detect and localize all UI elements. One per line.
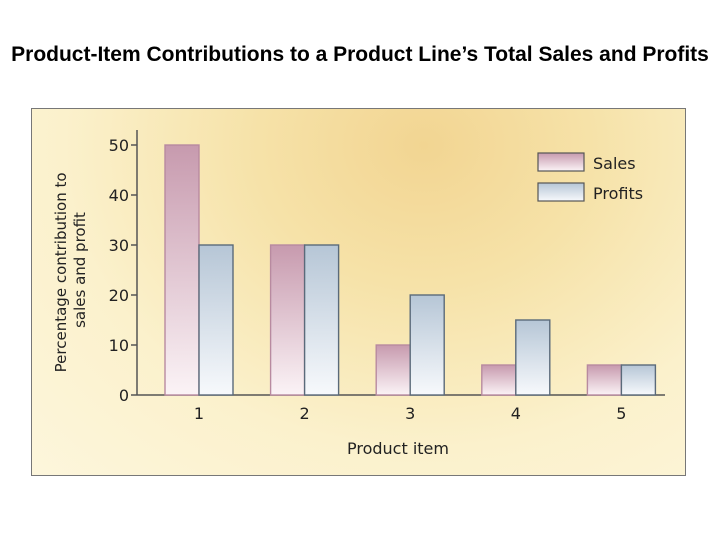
bar-sales-5 bbox=[586, 364, 623, 396]
legend: Sales Profits bbox=[537, 152, 643, 203]
bar-sales-3 bbox=[375, 344, 411, 396]
y-tick-label: 40 bbox=[109, 186, 129, 205]
y-tick-label: 50 bbox=[109, 136, 129, 155]
slide-title: Product-Item Contributions to a Product … bbox=[11, 43, 709, 66]
x-tick-label: 5 bbox=[616, 404, 626, 423]
bar-sales-4 bbox=[481, 364, 517, 396]
bar-profits-5 bbox=[620, 364, 657, 396]
bar-profits-4 bbox=[515, 319, 551, 396]
bar-sales-2 bbox=[269, 244, 306, 396]
y-axis-title-line-2: sales and profit bbox=[71, 212, 89, 328]
legend-swatch-profits bbox=[537, 182, 585, 202]
y-axis-ticks: 0 10 20 30 40 50 bbox=[109, 136, 137, 405]
x-tick-label: 4 bbox=[511, 404, 521, 423]
y-axis-title-line-1: Percentage contribution to bbox=[52, 172, 70, 372]
x-axis-title: Product item bbox=[347, 439, 449, 458]
legend-label-sales: Sales bbox=[593, 154, 636, 173]
bar-sales-1 bbox=[164, 144, 200, 396]
x-tick-label: 2 bbox=[300, 404, 310, 423]
bar-profits-3 bbox=[409, 294, 445, 396]
bars-group bbox=[164, 144, 657, 396]
y-tick-label: 30 bbox=[109, 236, 129, 255]
y-axis-title: Percentage contribution to sales and pro… bbox=[52, 168, 89, 373]
x-tick-label: 3 bbox=[405, 404, 415, 423]
y-tick-label: 20 bbox=[109, 286, 129, 305]
bar-profits-1 bbox=[198, 244, 234, 396]
bar-profits-2 bbox=[303, 244, 340, 396]
legend-swatch-sales bbox=[537, 152, 585, 172]
y-tick-label: 0 bbox=[119, 386, 129, 405]
x-axis-ticks: 1 2 3 4 5 bbox=[194, 404, 627, 423]
x-tick-label: 1 bbox=[194, 404, 204, 423]
y-tick-label: 10 bbox=[109, 336, 129, 355]
legend-label-profits: Profits bbox=[593, 184, 643, 203]
